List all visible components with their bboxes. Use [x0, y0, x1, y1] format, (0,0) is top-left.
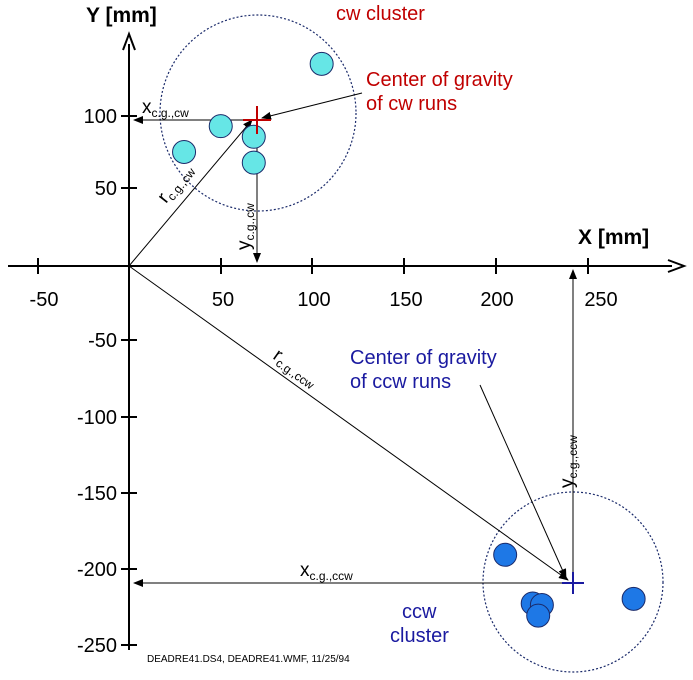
x-tick-label: 250	[584, 289, 617, 311]
vector-lines	[128, 92, 577, 587]
ccw-run-point	[621, 586, 646, 611]
ccw-center-leader	[479, 384, 567, 579]
cw-cluster-boundary	[159, 14, 357, 212]
cw-run-point	[172, 140, 197, 164]
ccw-run-point	[526, 603, 551, 628]
cw-center-marker	[243, 106, 271, 134]
y-tick-label: -250	[77, 635, 117, 657]
cw-cluster-label: cw cluster	[336, 3, 425, 25]
x-ccw-label: xc.g.,ccw	[300, 560, 353, 583]
cw-center-label: of cw runs	[366, 93, 457, 115]
cw-points	[172, 51, 334, 175]
cw-run-point	[241, 124, 266, 149]
x-tick-label: 200	[480, 289, 513, 311]
x-axis-title: X [mm]	[578, 226, 649, 249]
x-axis-arrow	[667, 259, 687, 273]
y-tick-label: -100	[77, 407, 117, 429]
y-axis-title: Y [mm]	[86, 4, 157, 27]
x-cw-label: xc.g.,cw	[142, 97, 189, 120]
footer-note: DEADRE41.DS4, DEADRE41.WMF, 11/25/94	[147, 654, 350, 665]
y-tick-label: -200	[77, 559, 117, 581]
y-tick-label: -50	[88, 330, 117, 352]
y-cw-label: yc.g.,cw	[234, 203, 257, 250]
ccw-center-label: Center of gravity	[350, 347, 497, 369]
y-tick-label: 100	[84, 106, 117, 128]
x-tick-marks	[37, 258, 589, 274]
y-tick-label: -150	[77, 483, 117, 505]
r-ccw-vector	[128, 265, 569, 581]
x-tick-label: 150	[389, 289, 422, 311]
ccw-points	[493, 542, 646, 628]
ccw-run-point	[493, 542, 518, 567]
y-axis-arrow	[122, 31, 136, 51]
ccw-cluster-label: cluster	[390, 625, 449, 647]
cw-run-point	[208, 114, 233, 139]
r-cw-vector	[128, 119, 253, 267]
cw-run-point	[309, 51, 334, 76]
x-tick-label: 50	[212, 289, 234, 311]
ccw-cluster-label: ccw	[402, 601, 437, 623]
x-tick-label: -50	[30, 289, 59, 311]
ccw-center-marker	[562, 572, 584, 594]
ccw-cluster-boundary	[482, 491, 664, 673]
cw-center-leader	[261, 92, 363, 120]
cw-center-label: Center of gravity	[366, 69, 513, 91]
cw-run-point	[241, 150, 266, 175]
x-tick-label: 100	[297, 289, 330, 311]
r-cw-label: rc.g.,cw	[153, 159, 198, 208]
ccw-center-label: of ccw runs	[350, 371, 451, 393]
y-ccw-label: yc.g.,ccw	[557, 435, 580, 488]
y-tick-label: 50	[95, 178, 117, 200]
